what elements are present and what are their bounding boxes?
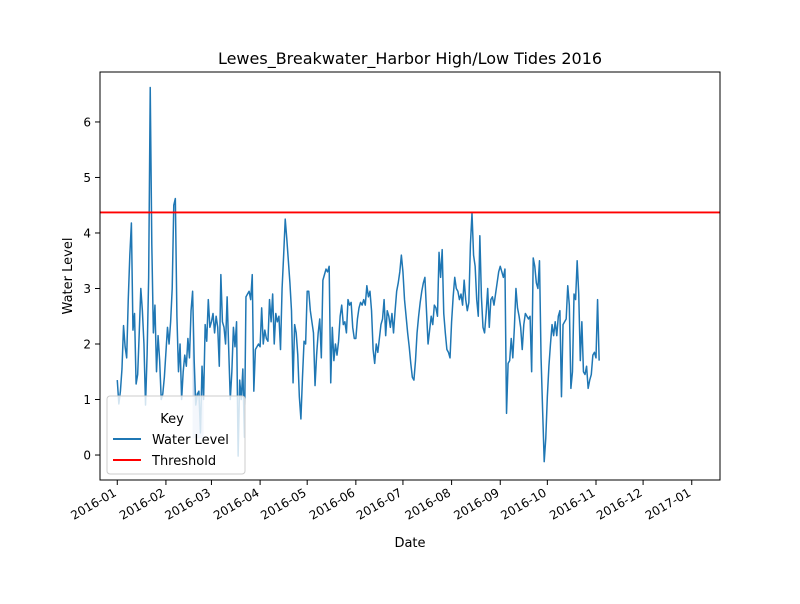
y-tick-label: 2 [83, 338, 91, 352]
series-line-water-level [116, 86, 600, 463]
y-tick-label: 3 [83, 282, 91, 296]
y-tick-label: 0 [83, 449, 91, 463]
y-axis-label: Water Level [61, 238, 76, 315]
y-tick-label: 4 [83, 226, 91, 240]
legend-box [106, 395, 246, 475]
x-axis-label: Date [394, 536, 425, 551]
y-axis: 0 1 2 3 4 5 6 [83, 115, 100, 463]
chart-title: Lewes_Breakwater_Harbor High/Low Tides 2… [218, 49, 602, 69]
legend-title: Key [160, 412, 184, 427]
y-tick-label: 5 [83, 171, 91, 185]
legend-label-water-level: Water Level [152, 433, 229, 448]
legend-label-threshold: Threshold [151, 454, 216, 469]
plot-frame [99, 71, 721, 481]
legend: Key Water Level Threshold [106, 395, 246, 475]
y-tick-label: 6 [83, 115, 91, 129]
y-tick-label: 1 [83, 393, 91, 407]
